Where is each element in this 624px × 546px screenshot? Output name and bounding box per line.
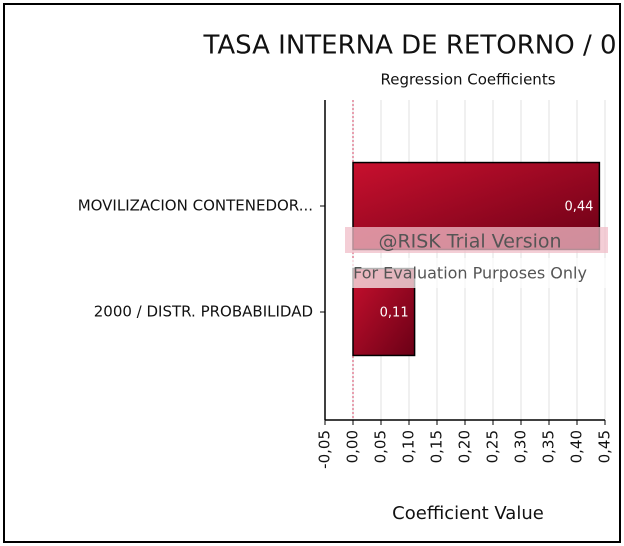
x-tick-label: 0,25 xyxy=(484,430,502,463)
watermark: For Evaluation Purposes Only xyxy=(353,264,587,283)
value-label: 0,11 xyxy=(380,306,409,321)
x-tick-label: 0,00 xyxy=(344,430,362,463)
y-tick-label: 2000 / DISTR. PROBABILIDAD xyxy=(94,303,313,321)
x-tick-label: 0,35 xyxy=(540,430,558,463)
x-tick-label: 0,05 xyxy=(372,430,390,463)
chart-title: TASA INTERNA DE RETORNO / 0 xyxy=(202,31,616,61)
x-tick-label: 0,20 xyxy=(456,430,474,463)
watermark-band xyxy=(345,227,608,253)
x-tick-label: 0,40 xyxy=(568,430,586,463)
x-tick-label: -0,05 xyxy=(316,430,334,469)
y-tick-label: MOVILIZACION CONTENEDOR... xyxy=(78,197,313,215)
x-tick-label: 0,45 xyxy=(596,430,614,463)
value-label: 0,44 xyxy=(564,200,593,215)
x-axis-label: Coefficient Value xyxy=(392,503,544,524)
watermark: @RISK Trial Version xyxy=(378,231,561,253)
watermark-band xyxy=(338,258,608,288)
x-tick-label: 0,15 xyxy=(428,430,446,463)
chart-subtitle: Regression Coefficients xyxy=(380,71,555,89)
x-tick-label: 0,30 xyxy=(512,430,530,463)
x-tick-label: 0,10 xyxy=(400,430,418,463)
